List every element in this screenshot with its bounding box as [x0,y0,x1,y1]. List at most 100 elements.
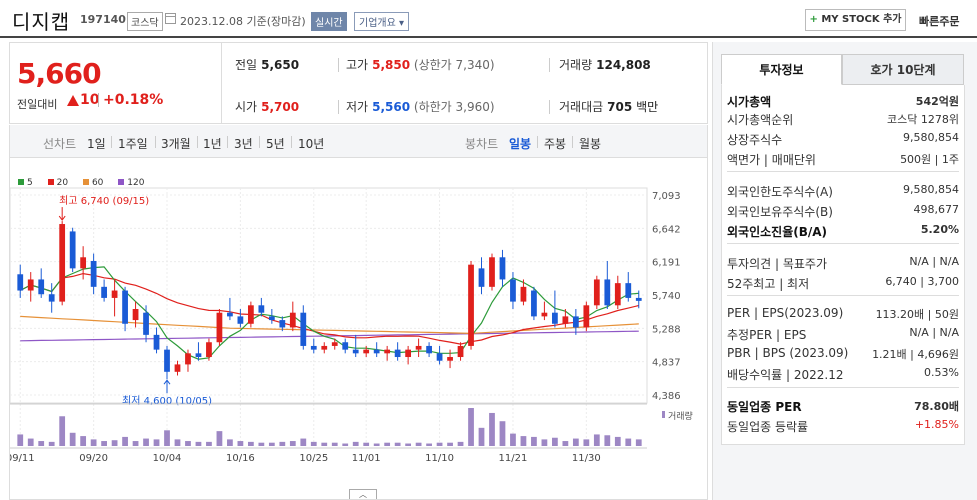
tab-investment-info[interactable]: 투자정보 [721,54,842,85]
candle-body [122,290,128,324]
my-stock-add-button[interactable]: + MY STOCK 추가 [805,9,906,31]
candle-monthly[interactable]: 월봉 [579,137,602,151]
high-annotation: 최고 6,740 (09/15) [59,195,149,207]
company-overview-dropdown[interactable]: 기업개요 ▾ [354,12,409,31]
divider [549,58,550,72]
candle-body [457,345,464,358]
volume-bar [520,436,527,446]
ma20-line [19,272,639,345]
candle-body [331,342,338,346]
info-row: 상장주식수 9,580,854 [727,131,959,148]
price-chart[interactable]: 5 20 60 120 7,093 6,642 6,191 5,740 5,288 4,8… [9,158,708,500]
volume-bar [541,439,548,446]
period-10y[interactable]: 10년 [298,137,325,151]
volume-bar [227,439,233,446]
volume-bar [206,441,212,446]
quick-order-link[interactable]: 빠른주문 [919,15,960,28]
volume-bar [132,441,139,446]
low-annotation: 최저 4,600 (10/05) [122,395,212,407]
volume-bar [394,442,401,446]
period-5y[interactable]: 5년 [266,137,285,151]
candle-body [38,279,45,295]
candle-body [279,320,286,328]
candle-body [164,349,170,372]
candle-body [478,268,485,287]
candle-body [447,357,453,361]
high-price: 고가 5,850 (상한가 7,340) [346,58,495,72]
candle-body [489,257,495,287]
x-tick-label: 11/10 [425,453,454,464]
candle-body [363,349,370,354]
period-1y[interactable]: 1년 [203,137,222,151]
volume-bar [90,439,97,446]
info-row: 외국인보유주식수(B) 498,677 [727,203,959,220]
collapse-chevron-up-icon[interactable]: ︿ [349,489,377,499]
period-3y[interactable]: 3년 [234,137,253,151]
candle-body [101,286,107,298]
info-row-label: 액면가 | 매매단위 [727,153,816,167]
volume-bar [562,441,569,446]
legend-ma120: 120 [118,178,150,188]
candle-body [415,345,422,350]
candle-body [583,305,590,328]
info-row-label: 시가총액 [727,95,772,109]
realtime-button[interactable]: 실시간 [311,12,347,31]
info-row: 추정PER | EPS N/A | N/A [727,326,959,343]
change-label: 전일대비 [17,98,58,111]
period-3m[interactable]: 3개월 [161,137,191,151]
volume-bar [342,443,349,446]
info-row-label: 동일업종 등락률 [727,420,809,434]
volume-bar [331,442,338,446]
volume-bar [153,439,160,446]
stock-name: 디지캡 [12,10,71,34]
candle-body [625,283,632,298]
volume-bar [415,442,422,446]
info-row-label: 52주최고 | 최저 [727,277,810,291]
volume-bar [48,441,55,446]
candle-body [153,334,160,350]
candle-body [300,312,307,346]
candle-body [520,286,527,302]
volume-bar [237,441,244,446]
volume-bar [174,439,181,446]
current-price: 5,660 [17,57,102,90]
divider [338,100,339,114]
volume-bar [38,441,45,446]
volume-bar [489,412,495,446]
info-row: 52주최고 | 최저 6,740 | 3,700 [727,275,959,292]
x-tick-label: 09/11 [10,453,35,464]
info-row-value: 9,580,854 [903,183,959,196]
info-row: 동일업종 등락률 +1.85% [727,418,959,435]
info-row: 투자의견 | 목표주가 N/A | N/A [727,255,959,272]
candle-weekly[interactable]: 주봉 [544,137,567,151]
divider [338,58,339,72]
chart-legend: 5 20 60 120 [18,178,156,188]
volume-bar [510,433,516,446]
y-tick-label: 5,288 [652,324,681,335]
info-row-value: 498,677 [913,203,960,216]
volume-bar [468,408,474,446]
info-row-value: N/A | N/A [909,255,959,268]
prev-close: 전일 5,650 [235,58,300,72]
candle-body [69,231,76,269]
candle-daily[interactable]: 일봉 [509,137,532,151]
stock-header: 디지캡 197140 코스닥 2023.12.08 기준(장마감) 실시간 기업… [0,0,977,38]
volume: 거래량 124,808 [559,58,651,72]
period-1w[interactable]: 1주일 [118,137,148,151]
tab-order-book[interactable]: 호가 10단계 [842,54,964,85]
info-row-value: 코스닥 1278위 [887,113,959,126]
change-percent: +0.18% [103,92,164,108]
candle-body [258,305,265,313]
divider [155,136,156,148]
volume-bar [478,427,485,446]
my-stock-label: MY STOCK 추가 [821,14,902,25]
candle-body [394,349,401,358]
divider [537,136,538,148]
period-1d[interactable]: 1일 [87,137,106,151]
info-row-label: 외국인소진율(B/A) [727,225,828,239]
x-tick-label: 10/25 [299,453,328,464]
candle-body [143,312,149,335]
info-row: 배당수익률 | 2022.12 0.53% [727,366,959,383]
info-row: 동일업종 PER 78.80배 [727,398,959,415]
volume-bar [247,441,254,446]
